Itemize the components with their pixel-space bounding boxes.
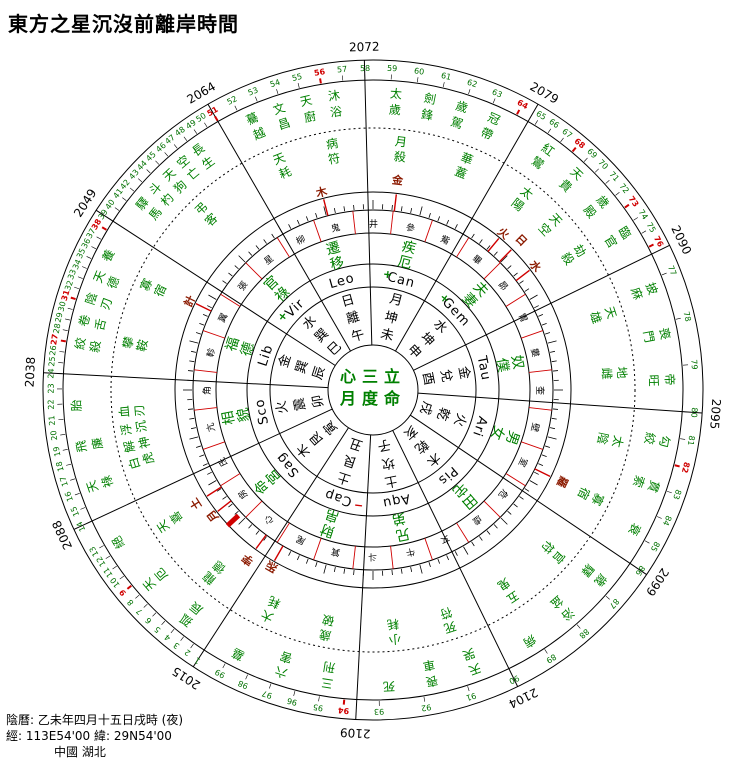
star-攀鞍: 鞍 [134, 338, 151, 353]
star-帝旺: 旺 [646, 373, 661, 387]
age-81: 81 [685, 434, 697, 447]
age-21: 21 [47, 414, 58, 426]
star-劍鋒: 鋒 [419, 106, 434, 123]
year-2095: 2095 [706, 398, 723, 430]
star-地雌: 雌 [599, 367, 615, 381]
age-25: 25 [47, 356, 58, 368]
star-絞殺: 殺 [88, 339, 104, 354]
age-95: 95 [311, 701, 324, 713]
chart-footer: 陰曆: 乙未年四月十五日戌時 (夜) 經: 113E54'00 緯: 29N54… [6, 712, 183, 760]
age-26: 26 [48, 345, 59, 357]
age-19: 19 [51, 445, 63, 458]
year-2038: 2038 [22, 356, 39, 388]
mansion-斗: 斗 [368, 550, 378, 561]
age-79: 79 [689, 358, 699, 370]
star-太歲: 歲 [388, 102, 402, 118]
footer-coordinates: 經: 113E54'00 緯: 29N54'00 [6, 729, 172, 743]
age-94: 94 [337, 705, 350, 716]
age-57: 57 [336, 64, 348, 75]
page-title: 東方之星沉沒前離岸時間 [8, 12, 239, 36]
star-血刃: 刃 [131, 403, 147, 418]
star-地雌: 地 [614, 366, 630, 380]
age-58: 58 [359, 63, 370, 73]
plus-mark: + [381, 267, 393, 282]
star-胎: 胎 [69, 399, 85, 412]
age-93: 93 [374, 707, 385, 717]
star-小耗: 耗 [386, 616, 401, 632]
mansion-奎: 奎 [533, 385, 544, 395]
year-2072: 2072 [348, 39, 380, 55]
age-24: 24 [46, 367, 57, 379]
age-22: 22 [46, 399, 57, 410]
age-23: 23 [46, 383, 56, 394]
star-三刑: 三 [319, 674, 334, 691]
star-帝旺: 帝 [662, 373, 677, 386]
mansion-角: 角 [202, 385, 213, 395]
age-20: 20 [49, 430, 60, 442]
star-死: 死 [382, 678, 395, 694]
age-55: 55 [290, 71, 303, 83]
star-月殺: 殺 [392, 149, 407, 165]
center-destiny-text: 心三立 月度命 [313, 366, 433, 410]
year-2109: 2109 [339, 724, 371, 741]
age-80: 80 [689, 407, 700, 418]
age-61: 61 [439, 70, 452, 82]
star-沐浴: 浴 [329, 104, 344, 120]
age-28: 28 [51, 322, 63, 335]
age-56: 56 [312, 67, 326, 78]
footer-location: 中國 湖北 [54, 745, 106, 759]
age-59: 59 [386, 63, 398, 74]
age-60: 60 [413, 66, 425, 77]
center-text-row2: 月度命 [339, 389, 406, 408]
footer-lunar-date: 陰曆: 乙未年四月十五日戌時 (夜) [6, 713, 184, 727]
age-92: 92 [420, 702, 432, 713]
mansion-井: 井 [368, 219, 378, 230]
center-text-row1: 心三立 [339, 367, 406, 386]
